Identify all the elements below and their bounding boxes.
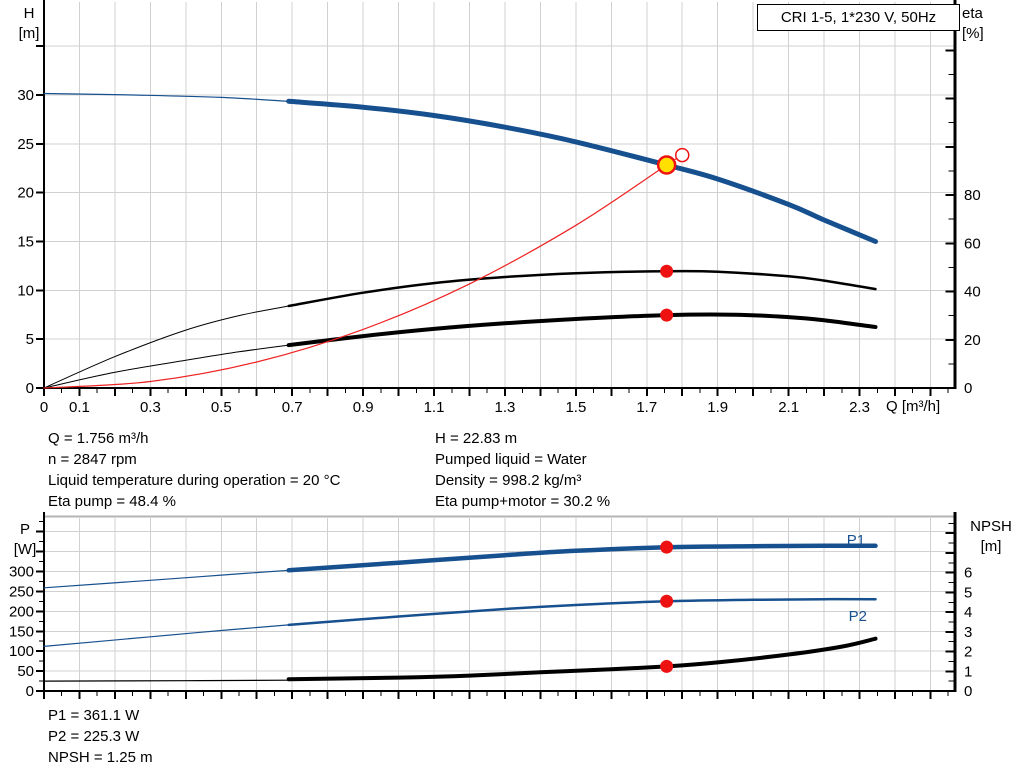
pump-title-box: CRI 1-5, 1*230 V, 50Hz bbox=[757, 4, 960, 31]
x-tick-label: 1.1 bbox=[424, 399, 445, 416]
x-tick-label: 0 bbox=[40, 399, 48, 416]
left-tick-label: 25 bbox=[17, 136, 34, 153]
x-tick-label: 0.5 bbox=[211, 399, 232, 416]
right-tick-label: 1 bbox=[964, 663, 972, 680]
left-tick-label: 100 bbox=[9, 643, 34, 660]
info-h: H = 22.83 m bbox=[435, 430, 518, 447]
right-tick-label: 80 bbox=[964, 187, 981, 204]
left-tick-label: 150 bbox=[9, 623, 34, 640]
left-tick-label: 50 bbox=[17, 663, 34, 680]
right-tick-label: 20 bbox=[964, 332, 981, 349]
x-tick-label: 1.5 bbox=[565, 399, 586, 416]
x-tick-label: 0.1 bbox=[69, 399, 90, 416]
eta-axis-label: eta [%] bbox=[962, 5, 984, 42]
p1-ext bbox=[43, 569, 290, 589]
p1-point bbox=[660, 540, 674, 554]
x-tick-label: 0.9 bbox=[353, 399, 374, 416]
npsh-ext bbox=[43, 679, 290, 682]
left-tick-label: 200 bbox=[9, 603, 34, 620]
curve-label-p1: P1 bbox=[847, 532, 865, 549]
operating-point[interactable] bbox=[656, 155, 677, 175]
info-n: n = 2847 rpm bbox=[48, 451, 137, 468]
eta-pump-curve bbox=[287, 269, 877, 308]
right-tick-label: 40 bbox=[964, 284, 981, 301]
info-p1: P1 = 361.1 W bbox=[48, 707, 140, 724]
x-tick-label: 2.3 bbox=[849, 399, 870, 416]
x-tick-label: 0.7 bbox=[282, 399, 303, 416]
h-axis-label: H [m] bbox=[18, 5, 40, 42]
left-tick-label: 0 bbox=[26, 380, 34, 397]
x-tick-label: 1.7 bbox=[636, 399, 657, 416]
eta-pump-motor-point bbox=[660, 308, 674, 322]
left-tick-label: 30 bbox=[17, 87, 34, 104]
npsh-point bbox=[660, 659, 674, 673]
info-npsh: NPSH = 1.25 m bbox=[48, 749, 153, 766]
left-tick-label: 5 bbox=[26, 331, 34, 348]
duty-curve bbox=[43, 154, 683, 389]
eta-pump-motor-ext bbox=[43, 344, 290, 389]
right-tick-label: 2 bbox=[964, 644, 972, 661]
eta-pump-point bbox=[660, 264, 674, 278]
left-tick-label: 15 bbox=[17, 233, 34, 250]
eta-pump-motor-curve bbox=[286, 312, 878, 348]
info-p2: P2 = 225.3 W bbox=[48, 728, 140, 745]
h-curve bbox=[286, 98, 878, 244]
p2-ext bbox=[43, 624, 290, 647]
duty-end-point bbox=[674, 147, 690, 163]
x-tick-label: 2.1 bbox=[778, 399, 799, 416]
npsh-axis-label: NPSH [m] bbox=[970, 518, 1012, 555]
p2-point bbox=[660, 594, 674, 608]
left-tick-label: 300 bbox=[9, 564, 34, 581]
p2-curve bbox=[287, 597, 877, 627]
left-tick-label: 0 bbox=[26, 683, 34, 700]
left-tick-label: 20 bbox=[17, 185, 34, 202]
right-tick-label: 0 bbox=[964, 380, 972, 397]
left-tick-label: 250 bbox=[9, 583, 34, 600]
info-temp: Liquid temperature during operation = 20… bbox=[48, 472, 341, 489]
p1-curve bbox=[286, 543, 878, 573]
eta-pump-ext bbox=[43, 305, 290, 389]
info-eta-pump: Eta pump = 48.4 % bbox=[48, 493, 176, 510]
right-tick-label: 3 bbox=[964, 624, 972, 641]
right-tick-label: 5 bbox=[964, 584, 972, 601]
q-axis-label: Q [m³/h] bbox=[886, 398, 941, 415]
p-axis-label: P [W] bbox=[13, 521, 37, 558]
x-tick-label: 0.3 bbox=[140, 399, 161, 416]
left-tick-label: 10 bbox=[17, 282, 34, 299]
info-density: Density = 998.2 kg/m³ bbox=[435, 472, 582, 489]
x-tick-label: 1.3 bbox=[495, 399, 516, 416]
x-tick-label: 1.9 bbox=[707, 399, 728, 416]
info-eta-pump-motor: Eta pump+motor = 30.2 % bbox=[435, 493, 611, 510]
right-tick-label: 60 bbox=[964, 235, 981, 252]
h-curve-ext bbox=[43, 92, 290, 102]
curve-label-p2: P2 bbox=[849, 608, 867, 625]
right-tick-label: 6 bbox=[964, 565, 972, 582]
right-tick-label: 4 bbox=[964, 604, 972, 621]
right-tick-label: 0 bbox=[964, 683, 972, 700]
info-liquid: Pumped liquid = Water bbox=[435, 451, 587, 468]
info-q: Q = 1.756 m³/h bbox=[48, 430, 149, 447]
npsh-curve bbox=[286, 636, 878, 682]
